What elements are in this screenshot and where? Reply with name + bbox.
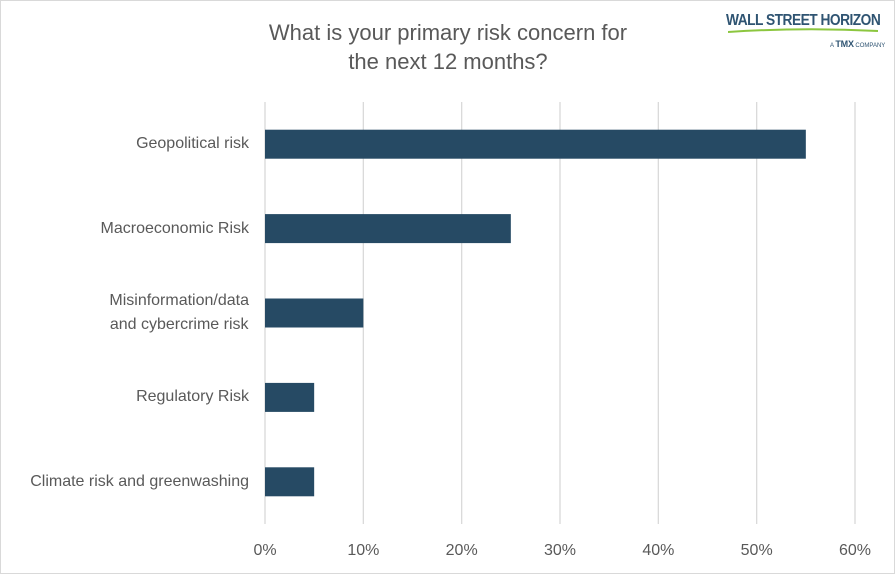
category-label-line: Geopolitical risk [136, 135, 249, 153]
category-label: Misinformation/data and cybercrime risk [109, 289, 249, 337]
bar [265, 129, 806, 159]
logo-tagline: A TMX COMPANY [830, 39, 885, 49]
category-label-line: Macroeconomic Risk [100, 219, 249, 237]
logo-tagline-brand: TMX [835, 39, 854, 49]
x-tick-label: 0% [253, 542, 276, 559]
wall-street-horizon-logo: WALL STREET HORIZON A TMX COMPANY [726, 12, 886, 58]
x-tick-label: 10% [347, 542, 379, 559]
x-tick-label: 60% [839, 542, 871, 559]
category-label-line: Climate risk and greenwashing [30, 472, 249, 490]
x-tick-label: 40% [642, 542, 674, 559]
category-label-line: Misinformation/data [109, 292, 249, 309]
category-label: Geopolitical risk [136, 132, 249, 156]
chart-title-line-1: What is your primary risk concern for [268, 20, 628, 45]
bar [265, 298, 364, 328]
logo-tagline-prefix: A [830, 43, 834, 49]
chart-title-line-2: the next 12 months? [348, 49, 548, 74]
logo-wordmark: WALL STREET HORIZON [726, 12, 881, 29]
category-label-line: and cybercrime risk [109, 316, 249, 333]
logo-tagline-suffix: COMPANY [855, 43, 886, 49]
logo-swoosh-icon [728, 28, 878, 33]
x-tick-label: 30% [544, 542, 576, 559]
x-tick-label: 50% [741, 542, 773, 559]
bar [265, 467, 315, 497]
category-label-line: Regulatory Risk [136, 388, 249, 406]
chart-title: What is your primary risk concern for th… [198, 18, 698, 76]
bar [265, 214, 511, 244]
category-label: Macroeconomic Risk [101, 217, 249, 241]
x-tick-label: 20% [446, 542, 478, 559]
category-label: Climate risk and greenwashing [30, 470, 249, 494]
category-label: Regulatory Risk [136, 385, 249, 409]
bar [265, 382, 315, 412]
